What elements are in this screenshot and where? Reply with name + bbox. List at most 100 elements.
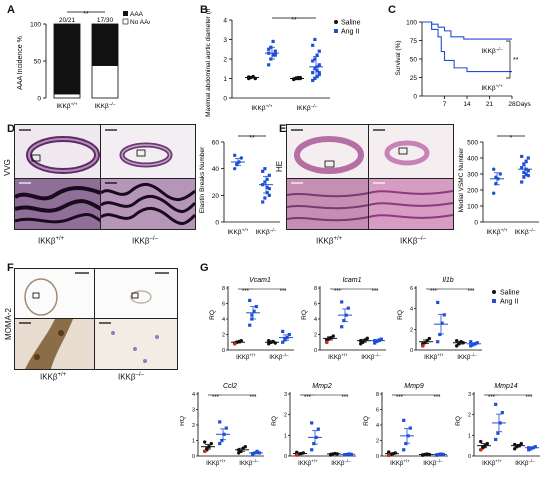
data-point	[267, 193, 271, 197]
legend-label-angii: Ang II	[341, 29, 359, 36]
ytick-label-g: 2	[410, 327, 413, 333]
legend-swatch-no-aaa	[122, 18, 129, 25]
xtick-label-g: IKKβ–/–	[515, 459, 535, 468]
data-point-b	[311, 59, 315, 63]
ytick-label-g: 2	[314, 333, 317, 339]
legend-label-saline-g: Saline	[500, 290, 520, 297]
data-point-g	[408, 426, 412, 430]
data-point-g	[250, 313, 254, 317]
stain-label-moma: MOMA-2	[4, 308, 13, 340]
ytick-label-g: 3	[468, 392, 471, 398]
xtick-label-g: IKKβ–/–	[361, 353, 381, 362]
data-point-g	[281, 340, 285, 344]
data-point-b	[317, 73, 321, 77]
elastin-lamellae-wt	[15, 182, 101, 224]
ytick-label: 300	[467, 172, 478, 179]
ylabel-svgD: Elastin Breaks Number	[199, 146, 206, 213]
ytick-label: 0	[215, 220, 219, 227]
xtick-label-g: IKKβ+/+	[298, 459, 318, 468]
data-point-g	[455, 344, 459, 348]
outlier-dot	[203, 449, 207, 454]
ytick-label-g: 1	[192, 439, 195, 445]
data-point-g	[312, 442, 316, 446]
vvg-highmag-wt	[14, 178, 102, 230]
data-point	[520, 154, 524, 158]
data-point-g	[243, 445, 247, 449]
data-point-b	[317, 71, 321, 75]
ytick-label: 400	[467, 156, 478, 163]
data-point	[522, 162, 526, 166]
data-point-b	[315, 69, 319, 73]
data-point-g	[440, 321, 444, 325]
sig-label-g: ***	[396, 395, 404, 401]
sig-label-g: ***	[212, 395, 220, 401]
xtick-label-g: IKKβ+/+	[424, 353, 444, 362]
moma-lowmag-ko	[94, 268, 178, 320]
panel-label-f: F	[7, 262, 14, 274]
gene-title: Mmp2	[312, 383, 332, 390]
panel-label-d: D	[7, 123, 15, 135]
outlier-dot	[233, 342, 237, 346]
data-point-b	[311, 43, 315, 47]
panel-label-b: B	[200, 4, 208, 16]
fraction-label: 20/21	[59, 17, 76, 24]
xtick-label-g: IKKβ+/+	[390, 459, 410, 468]
legend-label-aaa: AAA	[130, 11, 144, 18]
ytick-label-g: 4	[314, 317, 317, 323]
data-point-b	[271, 39, 275, 44]
sig-label-g: ***	[525, 395, 533, 401]
ytick-label: 20	[212, 193, 220, 200]
data-point-b	[311, 71, 315, 75]
vvg-label-wt: IKKβ+/+	[38, 236, 65, 246]
outlier-dot	[325, 340, 329, 344]
data-point-g	[455, 339, 459, 343]
ytick-label-b: 2	[223, 57, 227, 64]
data-point-g	[252, 309, 256, 313]
ytick-label-g: 4	[376, 423, 379, 429]
data-point-g	[340, 300, 344, 304]
ytick-label-g: 0	[284, 454, 287, 460]
outlier-dot	[479, 448, 483, 452]
data-point-g	[469, 340, 473, 344]
data-point-g	[287, 332, 291, 337]
ytick-label-g: 2	[468, 413, 471, 419]
bar-aaa	[92, 24, 118, 66]
data-point-g	[218, 442, 222, 446]
data-point-g	[469, 344, 473, 348]
ytick-label-g: 0	[192, 454, 195, 460]
legend-marker-saline-g	[492, 290, 496, 294]
data-point-b	[267, 47, 271, 51]
fraction-label: 17/30	[97, 17, 114, 24]
ytick-label: 40	[212, 166, 220, 173]
ytick-label-g: 8	[376, 392, 379, 398]
aorta-ring-he-ko	[373, 129, 430, 166]
data-point-g	[475, 341, 479, 345]
gene-title: Icam1	[342, 277, 361, 284]
he-lowmag-ko	[368, 124, 454, 180]
data-point	[526, 169, 530, 173]
chart-c: Survival (%) 0 25 50 75 100 7 14 21 28 Days IKKβ–/–…	[395, 20, 532, 109]
vvg-label-ko: IKKβ–/–	[132, 236, 158, 246]
ytick-label-g: 0	[468, 454, 471, 460]
ytick-label: 200	[467, 188, 478, 195]
xtick-label: IKKβ+/+	[227, 228, 248, 237]
ytick-label: 60	[212, 140, 220, 147]
xtick-label-g: IKKβ–/–	[423, 459, 443, 468]
xtick-label-g: IKKβ–/–	[269, 353, 289, 362]
data-point-g	[436, 340, 440, 344]
ytick-label-b: 0	[223, 96, 227, 103]
xunit-c: Days	[516, 101, 532, 108]
data-point-g	[251, 452, 255, 456]
sig-label-g: ***	[249, 395, 257, 401]
data-point-g	[310, 448, 314, 452]
ytick-label-g: 0	[410, 348, 413, 354]
ytick-label-g: 2	[376, 439, 379, 445]
moma-ring-wt	[24, 272, 89, 316]
ylabel-g: RQ	[397, 310, 404, 320]
stain-label-he: HE	[275, 160, 284, 172]
ytick-label-g: 6	[376, 408, 379, 414]
data-point	[267, 173, 271, 177]
panel-label-c: C	[388, 4, 396, 16]
data-point-g	[436, 300, 440, 305]
